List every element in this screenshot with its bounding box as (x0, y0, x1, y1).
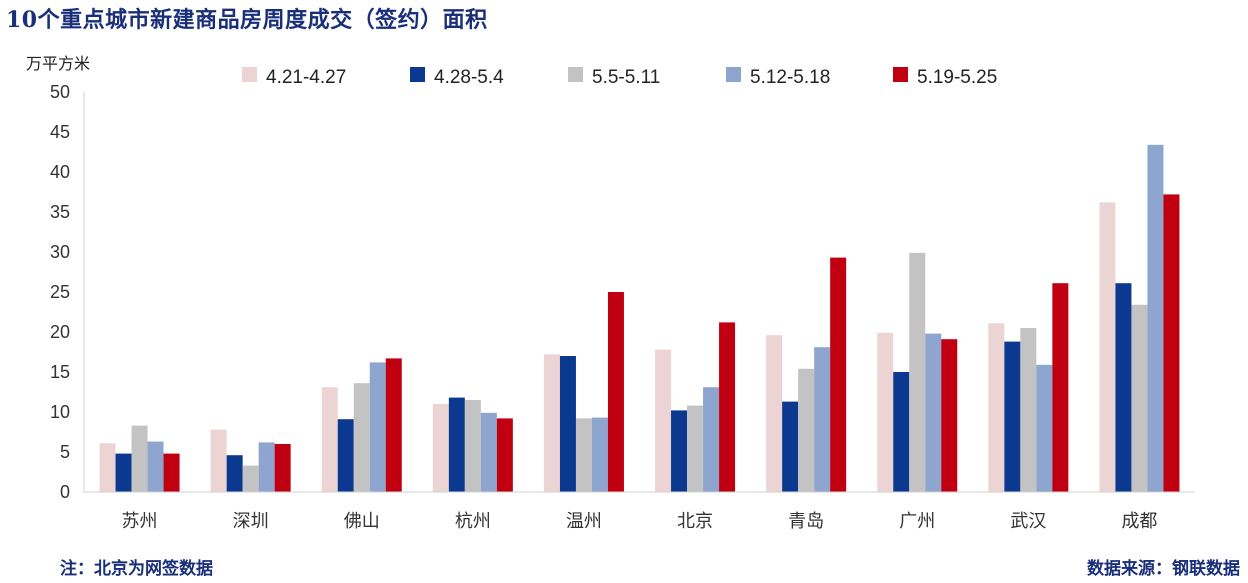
bar-北京-5.19-5.25 (719, 322, 736, 492)
y-tick-label: 35 (50, 202, 70, 222)
legend-label: 5.5-5.11 (592, 67, 660, 88)
bar-苏州-5.19-5.25 (163, 453, 180, 492)
bar-温州-4.28-5.4 (559, 356, 576, 492)
chart-title: 10个重点城市新建商品房周度成交（签约）面积 (6, 7, 488, 33)
bar-青岛-5.12-5.18 (814, 347, 831, 492)
bar-苏州-5.12-5.18 (147, 441, 164, 492)
bar-成都-4.28-5.4 (1115, 283, 1132, 492)
bar-杭州-5.12-5.18 (480, 412, 497, 492)
bar-青岛-5.5-5.11 (798, 368, 815, 492)
x-category-label: 温州 (566, 511, 602, 532)
bar-武汉-4.28-5.4 (1004, 341, 1021, 492)
legend: 4.21-4.27 4.28-5.4 5.5-5.11 5.12-5.18 5.19-5… (242, 67, 997, 88)
bar-深圳-5.19-5.25 (274, 444, 291, 492)
legend-swatch (568, 67, 583, 82)
bar-苏州-5.5-5.11 (131, 425, 148, 492)
legend-label: 5.12-5.18 (750, 67, 830, 88)
bar-青岛-5.19-5.25 (830, 257, 847, 492)
bar-佛山-5.12-5.18 (369, 362, 386, 492)
bar-深圳-4.28-5.4 (226, 455, 243, 492)
bar-深圳-5.5-5.11 (242, 465, 259, 492)
x-category-label: 成都 (1121, 511, 1157, 532)
x-category-label: 杭州 (455, 511, 491, 532)
bar-武汉-5.5-5.11 (1020, 328, 1037, 492)
x-category-label: 广州 (899, 511, 935, 532)
x-axis: 苏州 深圳 佛山 杭州 温州 北京 青岛 广州 武汉 成都 (84, 491, 1195, 532)
x-category-label: 佛山 (344, 511, 380, 532)
y-tick-label: 40 (50, 162, 70, 182)
legend-swatch (726, 67, 741, 82)
bar-成都-5.12-5.18 (1147, 144, 1164, 493)
bar-深圳-4.21-4.27 (210, 429, 227, 492)
bar-北京-5.12-5.18 (703, 387, 720, 492)
y-tick-label: 10 (50, 402, 70, 422)
y-tick-label: 15 (50, 362, 70, 382)
footnote: 注：北京为网签数据 (60, 559, 213, 579)
bar-成都-5.19-5.25 (1163, 194, 1180, 492)
bar-北京-4.21-4.27 (655, 349, 672, 492)
bar-杭州-4.28-5.4 (448, 397, 465, 492)
y-tick-label: 25 (50, 282, 70, 302)
y-axis: 0 5 10 15 20 25 30 35 40 45 50 (50, 82, 85, 502)
bar-青岛-4.21-4.27 (766, 335, 783, 492)
bar-广州-5.19-5.25 (941, 339, 958, 492)
bar-杭州-5.19-5.25 (496, 418, 513, 492)
x-category-label: 武汉 (1010, 511, 1046, 532)
legend-label: 4.21-4.27 (266, 67, 346, 88)
legend-swatch (893, 67, 908, 82)
bar-佛山-5.5-5.11 (353, 383, 370, 492)
bar-广州-5.12-5.18 (925, 333, 942, 492)
bar-佛山-4.28-5.4 (337, 419, 354, 492)
y-tick-label: 0 (60, 482, 70, 502)
bar-青岛-4.28-5.4 (782, 401, 799, 492)
bar-广州-5.5-5.11 (909, 252, 926, 492)
y-tick-label: 5 (60, 442, 70, 462)
bar-北京-4.28-5.4 (671, 410, 688, 492)
bar-苏州-4.21-4.27 (99, 443, 116, 492)
bar-温州-5.5-5.11 (575, 418, 592, 492)
bar-佛山-5.19-5.25 (385, 358, 402, 492)
bar-武汉-5.12-5.18 (1036, 364, 1053, 492)
bar-温州-5.19-5.25 (607, 292, 624, 492)
bar-深圳-5.12-5.18 (258, 442, 275, 492)
y-tick-label: 20 (50, 322, 70, 342)
x-category-label: 苏州 (122, 511, 158, 532)
x-category-label: 北京 (677, 511, 713, 532)
bar-佛山-4.21-4.27 (321, 387, 338, 492)
bars (99, 144, 1180, 493)
bar-北京-5.5-5.11 (687, 405, 704, 492)
x-category-label: 深圳 (233, 511, 269, 532)
bar-武汉-4.21-4.27 (988, 323, 1005, 492)
legend-swatch (410, 67, 425, 82)
y-axis-unit-label: 万平方米 (26, 54, 91, 73)
y-tick-label: 30 (50, 242, 70, 262)
y-tick-label: 50 (50, 82, 70, 102)
bar-广州-4.21-4.27 (877, 332, 894, 492)
legend-label: 5.19-5.25 (917, 67, 997, 88)
legend-swatch (242, 67, 257, 82)
bar-温州-4.21-4.27 (543, 354, 560, 492)
legend-label: 4.28-5.4 (434, 67, 504, 88)
y-tick-label: 45 (50, 122, 70, 142)
data-source: 数据来源：钢联数据 (1087, 559, 1240, 579)
bar-苏州-4.28-5.4 (115, 453, 132, 492)
bar-成都-5.5-5.11 (1131, 304, 1148, 492)
bar-广州-4.28-5.4 (893, 372, 910, 492)
bar-杭州-4.21-4.27 (432, 404, 449, 492)
x-category-label: 青岛 (788, 511, 824, 532)
bar-成都-4.21-4.27 (1099, 202, 1116, 492)
bar-温州-5.12-5.18 (591, 417, 608, 492)
bar-武汉-5.19-5.25 (1052, 283, 1069, 492)
bar-杭州-5.5-5.11 (464, 400, 481, 492)
